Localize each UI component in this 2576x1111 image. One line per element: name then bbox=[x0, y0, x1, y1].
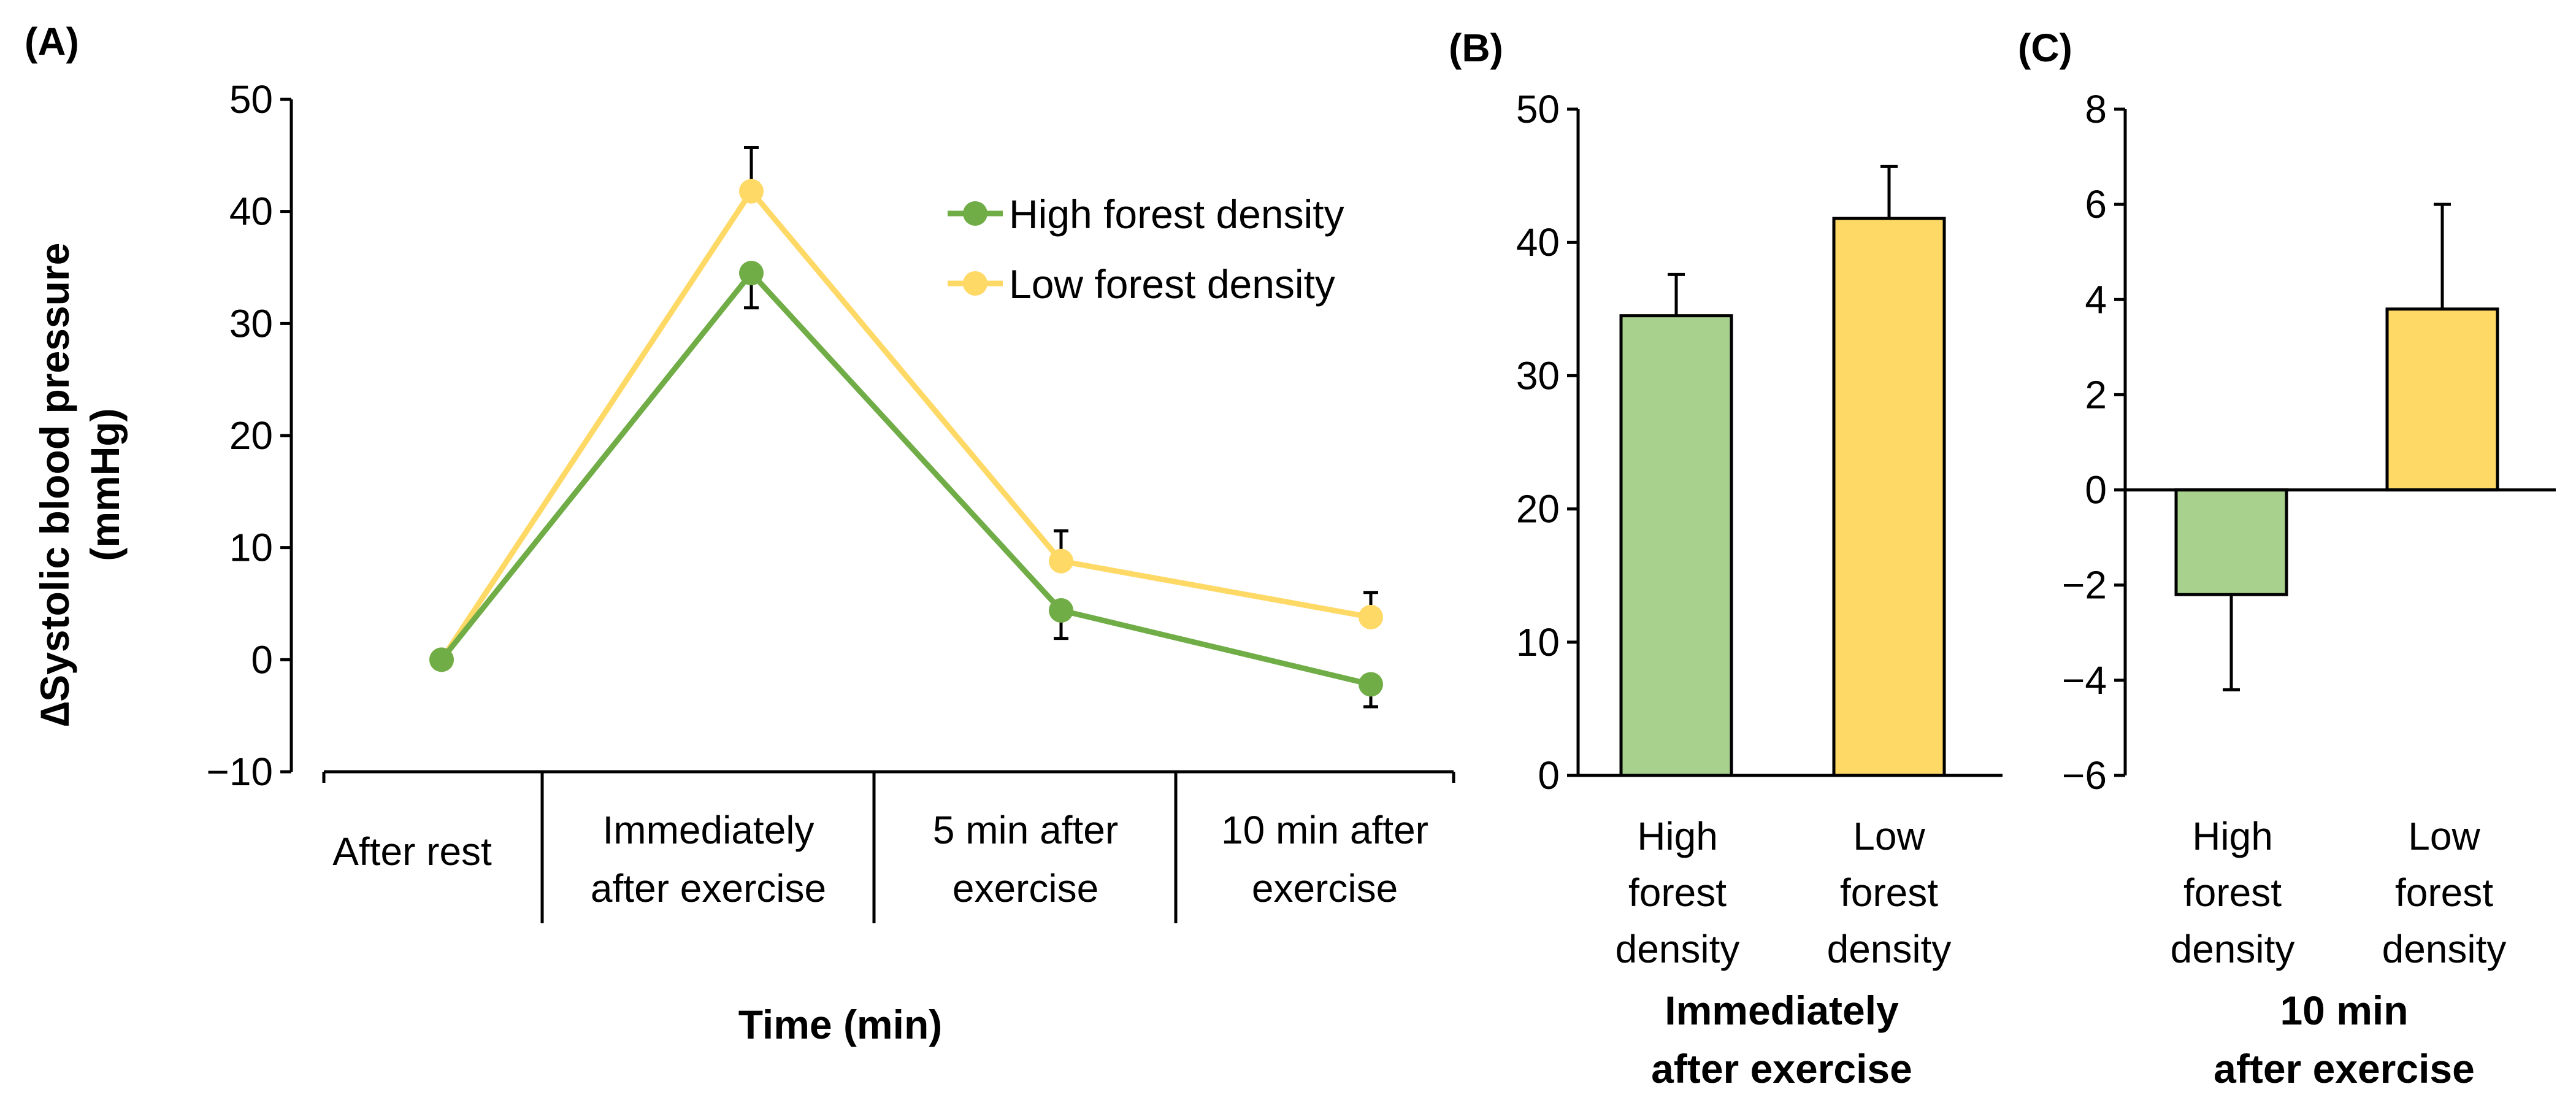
panel-b-label: (B) bbox=[1449, 26, 1503, 70]
b-x-category-label: forest bbox=[1628, 871, 1727, 915]
a-y-tick-label: 0 bbox=[251, 637, 273, 682]
c-y-tick-label: 6 bbox=[2085, 182, 2107, 226]
a-point-low bbox=[1359, 604, 1383, 629]
a-y-tick-label: 50 bbox=[229, 77, 273, 121]
a-y-tick-label: 10 bbox=[229, 526, 273, 570]
a-y-tick-label: 30 bbox=[229, 301, 273, 345]
b-y-tick-label: 50 bbox=[1516, 87, 1560, 131]
y-axis-title-line2: (mmHg) bbox=[82, 408, 128, 561]
panel-c-subtitle-line1: 10 min bbox=[2280, 988, 2408, 1033]
b-plot: 0 10 20 30 40 50 High forest density Low forest den… bbox=[1516, 87, 2003, 971]
b-x-category-label: forest bbox=[1840, 871, 1938, 915]
c-x-category-label: Low bbox=[2408, 814, 2480, 858]
a-y-tick-label: 20 bbox=[229, 413, 273, 458]
b-y-tick-label: 0 bbox=[1538, 753, 1560, 798]
c-y-tick-label: 2 bbox=[2085, 372, 2107, 417]
a-x-category-label: After rest bbox=[332, 829, 492, 874]
panel-a: (A) ∆Systolic blood pressure (mmHg) Time… bbox=[25, 20, 1455, 1047]
a-x-category-label: 5 min after bbox=[933, 808, 1118, 852]
panel-c-subtitle-line2: after exercise bbox=[2214, 1046, 2475, 1091]
c-y-tick-label: −4 bbox=[2062, 658, 2107, 702]
panel-b-subtitle-line1: Immediately bbox=[1665, 988, 1899, 1033]
y-axis-title-line1: ∆Systolic blood pressure bbox=[32, 243, 77, 727]
legend-low-label: Low forest density bbox=[1009, 261, 1335, 307]
b-y-tick-label: 40 bbox=[1516, 220, 1560, 264]
a-point-low bbox=[739, 179, 764, 204]
b-x-category-label: High bbox=[1637, 814, 1718, 858]
c-x-category-label: forest bbox=[2183, 871, 2282, 915]
panel-c: (C) 10 min after exercise −6 −4 −2 0 2 4 6 8 Hig… bbox=[2018, 26, 2556, 1091]
a-x-category-label: exercise bbox=[953, 866, 1098, 910]
a-x-category-label: Immediately bbox=[603, 808, 815, 852]
a-point-high bbox=[429, 647, 454, 672]
c-y-tick-label: −6 bbox=[2062, 753, 2107, 798]
b-y-tick-label: 20 bbox=[1516, 487, 1560, 531]
a-x-axis: After rest Immediately after exercise 5 min… bbox=[322, 770, 1455, 923]
panel-b-subtitle-line2: after exercise bbox=[1651, 1046, 1912, 1091]
c-plot: −6 −4 −2 0 2 4 6 8 High forest density Low forest den… bbox=[2062, 87, 2556, 971]
a-point-high bbox=[739, 261, 764, 286]
a-x-category-label: 10 min after bbox=[1221, 808, 1428, 852]
legend-low-marker bbox=[963, 271, 987, 296]
c-y-tick-label: −2 bbox=[2062, 563, 2107, 607]
a-series-line-low bbox=[439, 188, 1371, 661]
c-x-category-label: density bbox=[2382, 927, 2507, 971]
a-series-line-high bbox=[439, 270, 1372, 687]
a-series bbox=[429, 146, 1383, 709]
b-x-category-label: density bbox=[1616, 927, 1740, 971]
c-x-category-label: density bbox=[2171, 927, 2295, 971]
a-y-tick-label: 40 bbox=[229, 190, 273, 234]
panel-c-label: (C) bbox=[2018, 26, 2072, 70]
a-x-category-label: after exercise bbox=[591, 866, 826, 910]
a-y-axis: −10 0 10 20 30 40 50 bbox=[206, 77, 293, 794]
a-x-category-label: exercise bbox=[1252, 866, 1398, 910]
c-x-category-label: forest bbox=[2395, 871, 2493, 915]
c-bar-high bbox=[2174, 488, 2288, 596]
c-y-tick-label: 0 bbox=[2085, 468, 2107, 512]
b-y-tick-label: 30 bbox=[1516, 353, 1560, 398]
c-bar-low bbox=[2385, 307, 2499, 492]
b-y-tick-label: 10 bbox=[1516, 620, 1560, 664]
b-x-category-label: Low bbox=[1853, 814, 1925, 858]
b-bar-low bbox=[1832, 217, 1946, 777]
b-bar-high bbox=[1619, 314, 1733, 777]
legend-high-label: High forest density bbox=[1009, 191, 1344, 237]
panel-b: (B) Immediately after exercise 0 10 20 30 40… bbox=[1449, 26, 2003, 1091]
legend: High forest density Low forest density bbox=[948, 191, 1344, 307]
a-point-high bbox=[1359, 672, 1383, 697]
panel-a-label: (A) bbox=[25, 20, 79, 64]
a-point-high bbox=[1049, 598, 1073, 623]
a-y-tick-label: −10 bbox=[206, 750, 273, 794]
a-point-low bbox=[1049, 548, 1073, 574]
b-x-category-label: density bbox=[1827, 927, 1952, 971]
c-y-tick-label: 8 bbox=[2085, 87, 2107, 131]
c-y-tick-label: 4 bbox=[2085, 277, 2107, 321]
c-x-category-label: High bbox=[2192, 814, 2273, 858]
x-axis-title: Time (min) bbox=[738, 1002, 942, 1047]
legend-high-marker bbox=[963, 201, 987, 226]
